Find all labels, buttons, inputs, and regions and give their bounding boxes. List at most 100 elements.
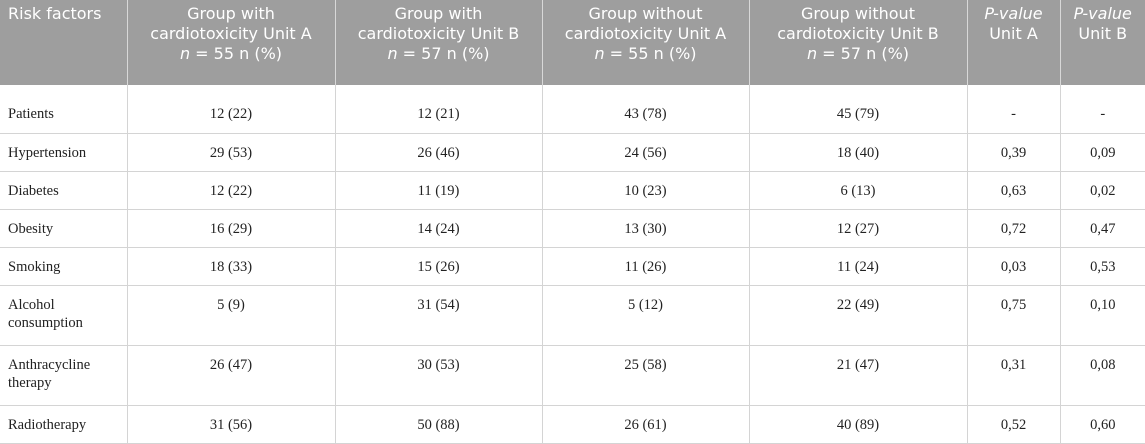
table-cell: 18 (40) bbox=[748, 133, 968, 172]
header-line: n = 57 n (%) bbox=[342, 44, 536, 64]
table-cell: 0,31 bbox=[966, 345, 1061, 406]
table-cell: 0,72 bbox=[966, 209, 1061, 248]
header-cell: Risk factors bbox=[0, 0, 128, 85]
table-cell: 11 (26) bbox=[541, 247, 750, 286]
row-label: Patients bbox=[0, 85, 128, 134]
table-cell: 18 (33) bbox=[126, 247, 336, 286]
header-text: = 57 n (%) bbox=[397, 44, 490, 63]
table-cell: 5 (12) bbox=[541, 285, 750, 346]
table-row: Obesity 16 (29) 14 (24) 13 (30) 12 (27) 0,72 0… bbox=[0, 209, 1145, 248]
table-cell: 12 (22) bbox=[126, 85, 336, 134]
table-cell: 0,02 bbox=[1059, 171, 1145, 210]
row-label: Radiotherapy bbox=[0, 405, 128, 444]
table-cell: 29 (53) bbox=[126, 133, 336, 172]
table-cell: 22 (49) bbox=[748, 285, 968, 346]
header-text: = 55 n (%) bbox=[190, 44, 283, 63]
table-cell: 43 (78) bbox=[541, 85, 750, 134]
table-cell: 0,10 bbox=[1059, 285, 1145, 346]
row-label: Smoking bbox=[0, 247, 128, 286]
header-line: Group without cardiotoxicity Unit B bbox=[756, 4, 961, 44]
header-row: Risk factors Group with cardiotoxicity Un… bbox=[0, 0, 1145, 85]
table-cell: 50 (88) bbox=[334, 405, 543, 444]
header-text: Group without cardiotoxicity Unit A bbox=[564, 4, 727, 43]
header-text: n bbox=[594, 44, 605, 63]
table-cell: 26 (61) bbox=[541, 405, 750, 444]
table-cell: 0,47 bbox=[1059, 209, 1145, 248]
header-text: P-value bbox=[1073, 4, 1132, 23]
table-cell: 0,60 bbox=[1059, 405, 1145, 444]
table-cell: 13 (30) bbox=[541, 209, 750, 248]
table-cell: 45 (79) bbox=[748, 85, 968, 134]
table-cell: 0,75 bbox=[966, 285, 1061, 346]
header-line: n = 55 n (%) bbox=[134, 44, 329, 64]
header-text: = 55 n (%) bbox=[604, 44, 697, 63]
table-cell: - bbox=[966, 85, 1061, 134]
table-row: Radiotherapy 31 (56) 50 (88) 26 (61) 40 (89)… bbox=[0, 405, 1145, 444]
table-cell: 11 (19) bbox=[334, 171, 543, 210]
row-label: Hypertension bbox=[0, 133, 128, 172]
table-cell: 0,03 bbox=[966, 247, 1061, 286]
table-row: Hypertension 29 (53) 26 (46) 24 (56) 18 (40)… bbox=[0, 133, 1145, 172]
header-cell: P-value Unit B bbox=[1060, 0, 1145, 85]
table-cell: - bbox=[1059, 85, 1145, 134]
header-text: n bbox=[387, 44, 398, 63]
table-cell: 26 (47) bbox=[126, 345, 336, 406]
header-cell: P-value Unit A bbox=[967, 0, 1061, 85]
table-cell: 12 (22) bbox=[126, 171, 336, 210]
header-text: = 57 n (%) bbox=[817, 44, 910, 63]
table-body: Patients 12 (22) 12 (21) 43 (78) 45 (79) - - Hy… bbox=[0, 85, 1145, 444]
header-line: P-value bbox=[1067, 4, 1140, 24]
table-cell: 26 (46) bbox=[334, 133, 543, 172]
header-text: Unit B bbox=[1078, 24, 1128, 43]
header-text: Unit A bbox=[989, 24, 1038, 43]
table-cell: 6 (13) bbox=[748, 171, 968, 210]
table-cell: 12 (21) bbox=[334, 85, 543, 134]
header-text: n bbox=[179, 44, 191, 63]
table-cell: 14 (24) bbox=[334, 209, 543, 248]
table-row: Smoking 18 (33) 15 (26) 11 (26) 11 (24) 0,03 0… bbox=[0, 247, 1145, 286]
table-cell: 0,53 bbox=[1059, 247, 1145, 286]
header-text: Group with cardiotoxicity Unit B bbox=[357, 4, 520, 43]
table-cell: 12 (27) bbox=[748, 209, 968, 248]
header-line: Group with cardiotoxicity Unit A bbox=[134, 4, 329, 44]
table-row: Patients 12 (22) 12 (21) 43 (78) 45 (79) - - bbox=[0, 85, 1145, 134]
table-cell: 15 (26) bbox=[334, 247, 543, 286]
header-text: Risk factors bbox=[8, 4, 102, 23]
header-line: Group without cardiotoxicity Unit A bbox=[549, 4, 743, 44]
table-cell: 25 (58) bbox=[541, 345, 750, 406]
row-label: Diabetes bbox=[0, 171, 128, 210]
header-line: Risk factors bbox=[8, 4, 121, 24]
table-cell: 11 (24) bbox=[748, 247, 968, 286]
row-label: Anthracycline therapy bbox=[0, 345, 128, 406]
table-cell: 0,08 bbox=[1059, 345, 1145, 406]
row-label: Obesity bbox=[0, 209, 128, 248]
table-cell: 31 (56) bbox=[126, 405, 336, 444]
table-cell: 40 (89) bbox=[748, 405, 968, 444]
row-label: Alcohol consumption bbox=[0, 285, 128, 346]
header-line: P-value bbox=[974, 4, 1054, 24]
table-cell: 31 (54) bbox=[334, 285, 543, 346]
header-line: Group with cardiotoxicity Unit B bbox=[342, 4, 536, 44]
table-cell: 0,52 bbox=[966, 405, 1061, 444]
header-line: n = 57 n (%) bbox=[756, 44, 961, 64]
header-line: n = 55 n (%) bbox=[549, 44, 743, 64]
table-row: Diabetes 12 (22) 11 (19) 10 (23) 6 (13) 0,63 0… bbox=[0, 171, 1145, 210]
table-cell: 5 (9) bbox=[126, 285, 336, 346]
table-cell: 0,63 bbox=[966, 171, 1061, 210]
table-cell: 0,09 bbox=[1059, 133, 1145, 172]
table-cell: 21 (47) bbox=[748, 345, 968, 406]
table-row: Anthracycline therapy 26 (47) 30 (53) 25 (5… bbox=[0, 345, 1145, 406]
table-cell: 30 (53) bbox=[334, 345, 543, 406]
header-text: n bbox=[806, 44, 818, 63]
table-row: Alcohol consumption 5 (9) 31 (54) 5 (12) 22 … bbox=[0, 285, 1145, 346]
header-line: Unit B bbox=[1067, 24, 1140, 44]
header-text: Group with cardiotoxicity Unit A bbox=[150, 4, 312, 43]
table-cell: 10 (23) bbox=[541, 171, 750, 210]
table-cell: 16 (29) bbox=[126, 209, 336, 248]
